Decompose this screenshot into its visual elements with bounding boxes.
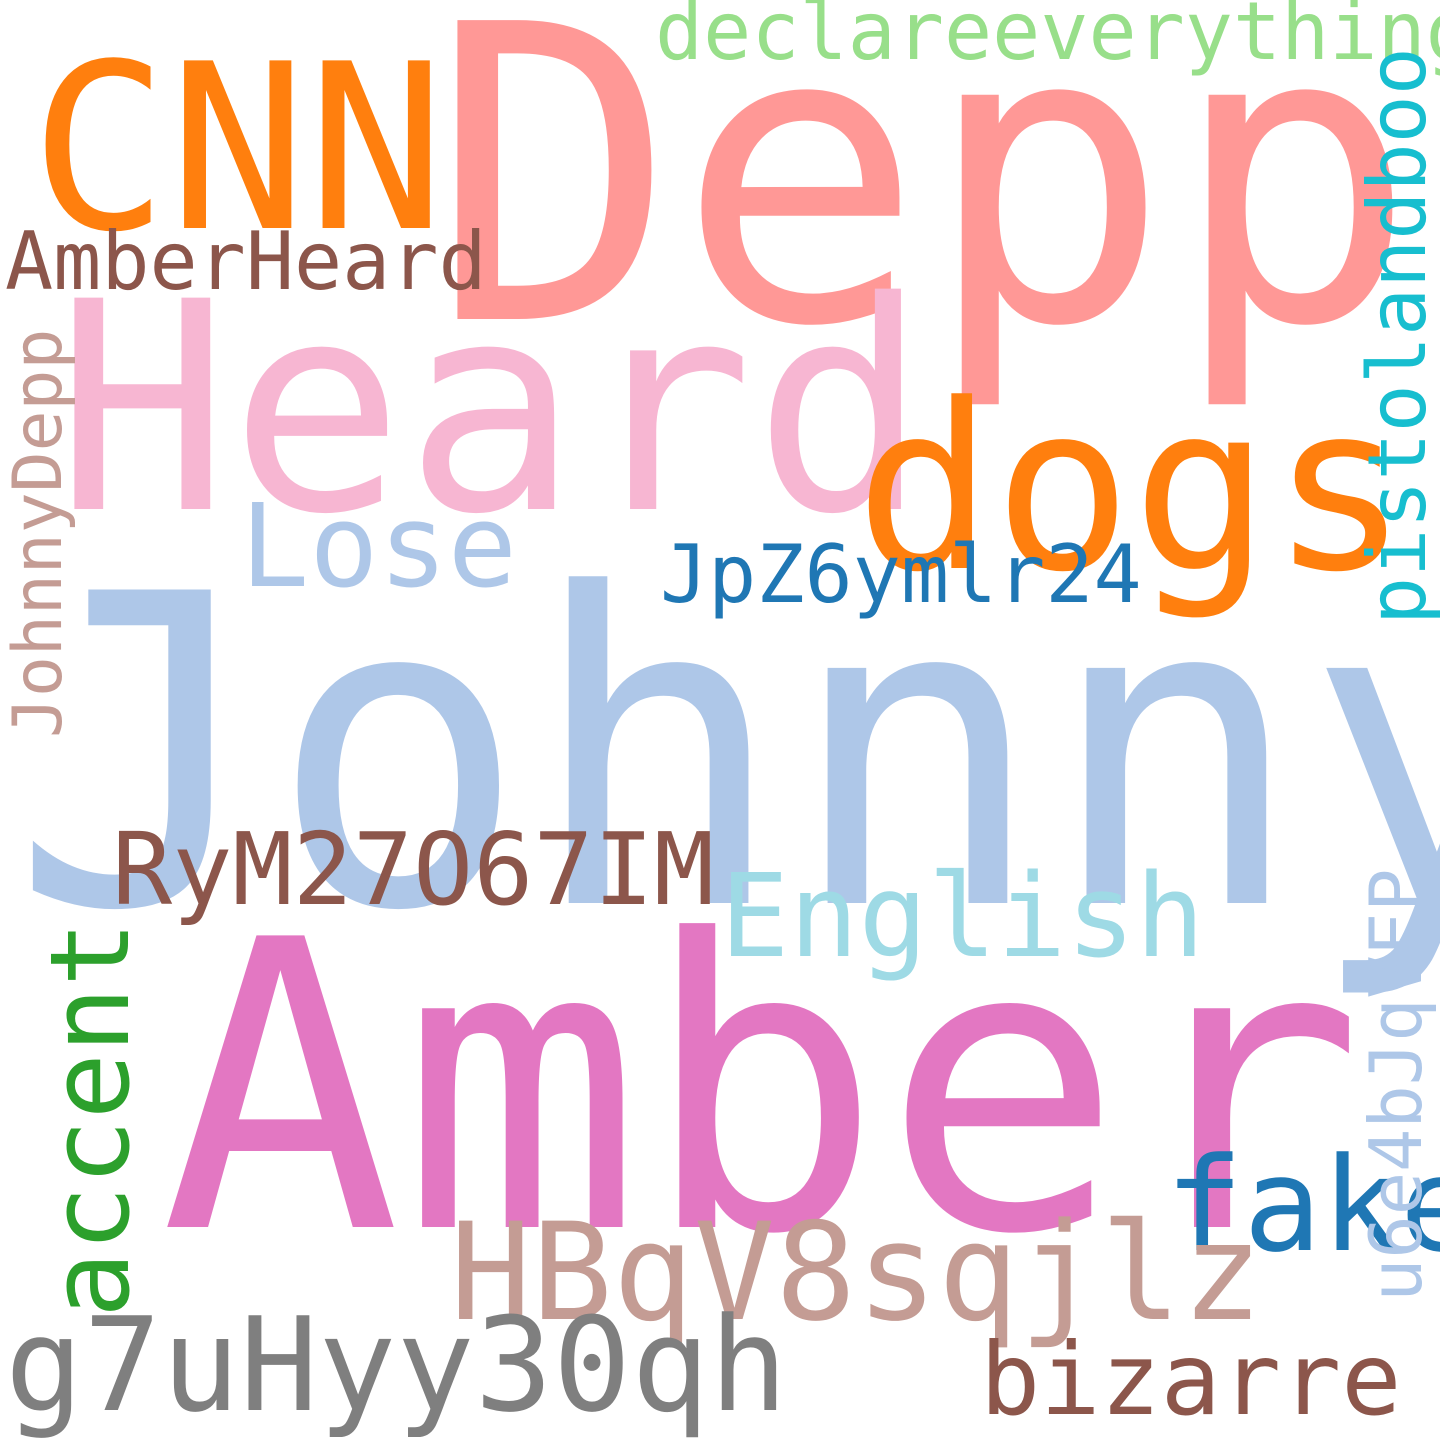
word-dogs: dogs (855, 356, 1409, 623)
word-hbqv8sqjlz: HBqV8sqjlz (450, 1194, 1263, 1351)
word-accent: accent (26, 920, 154, 1318)
word-english: English (720, 850, 1205, 984)
word-depp: Depp (430, 0, 1418, 416)
word-amber: Amber (160, 857, 1365, 1322)
word-jpz6ymlr24: JpZ6ymlr24 (660, 528, 1142, 621)
word-g7uhyy30qh: g7uHyy30qh (5, 1289, 788, 1440)
word-fake: fake (1165, 1129, 1440, 1281)
word-amberheard: AmberHeard (5, 215, 487, 308)
word-declareeverything: declareeverything (655, 0, 1440, 78)
word-johnny: Johnny (10, 505, 1440, 1005)
word-heard: Heard (55, 241, 928, 578)
word-johnnydepp: JohnnyDepp (0, 328, 78, 738)
word-cnn: CNN (30, 16, 446, 283)
word-lose: Lose (240, 480, 517, 614)
word-pistolandboo: pistolandboo (1351, 47, 1440, 625)
word-u6e4bjqvep: u6e4bJqVEP (1354, 868, 1438, 1302)
word-rym27o67im: RyM27O67IM (112, 811, 715, 928)
word-bizarre: bizarre (980, 1321, 1402, 1438)
